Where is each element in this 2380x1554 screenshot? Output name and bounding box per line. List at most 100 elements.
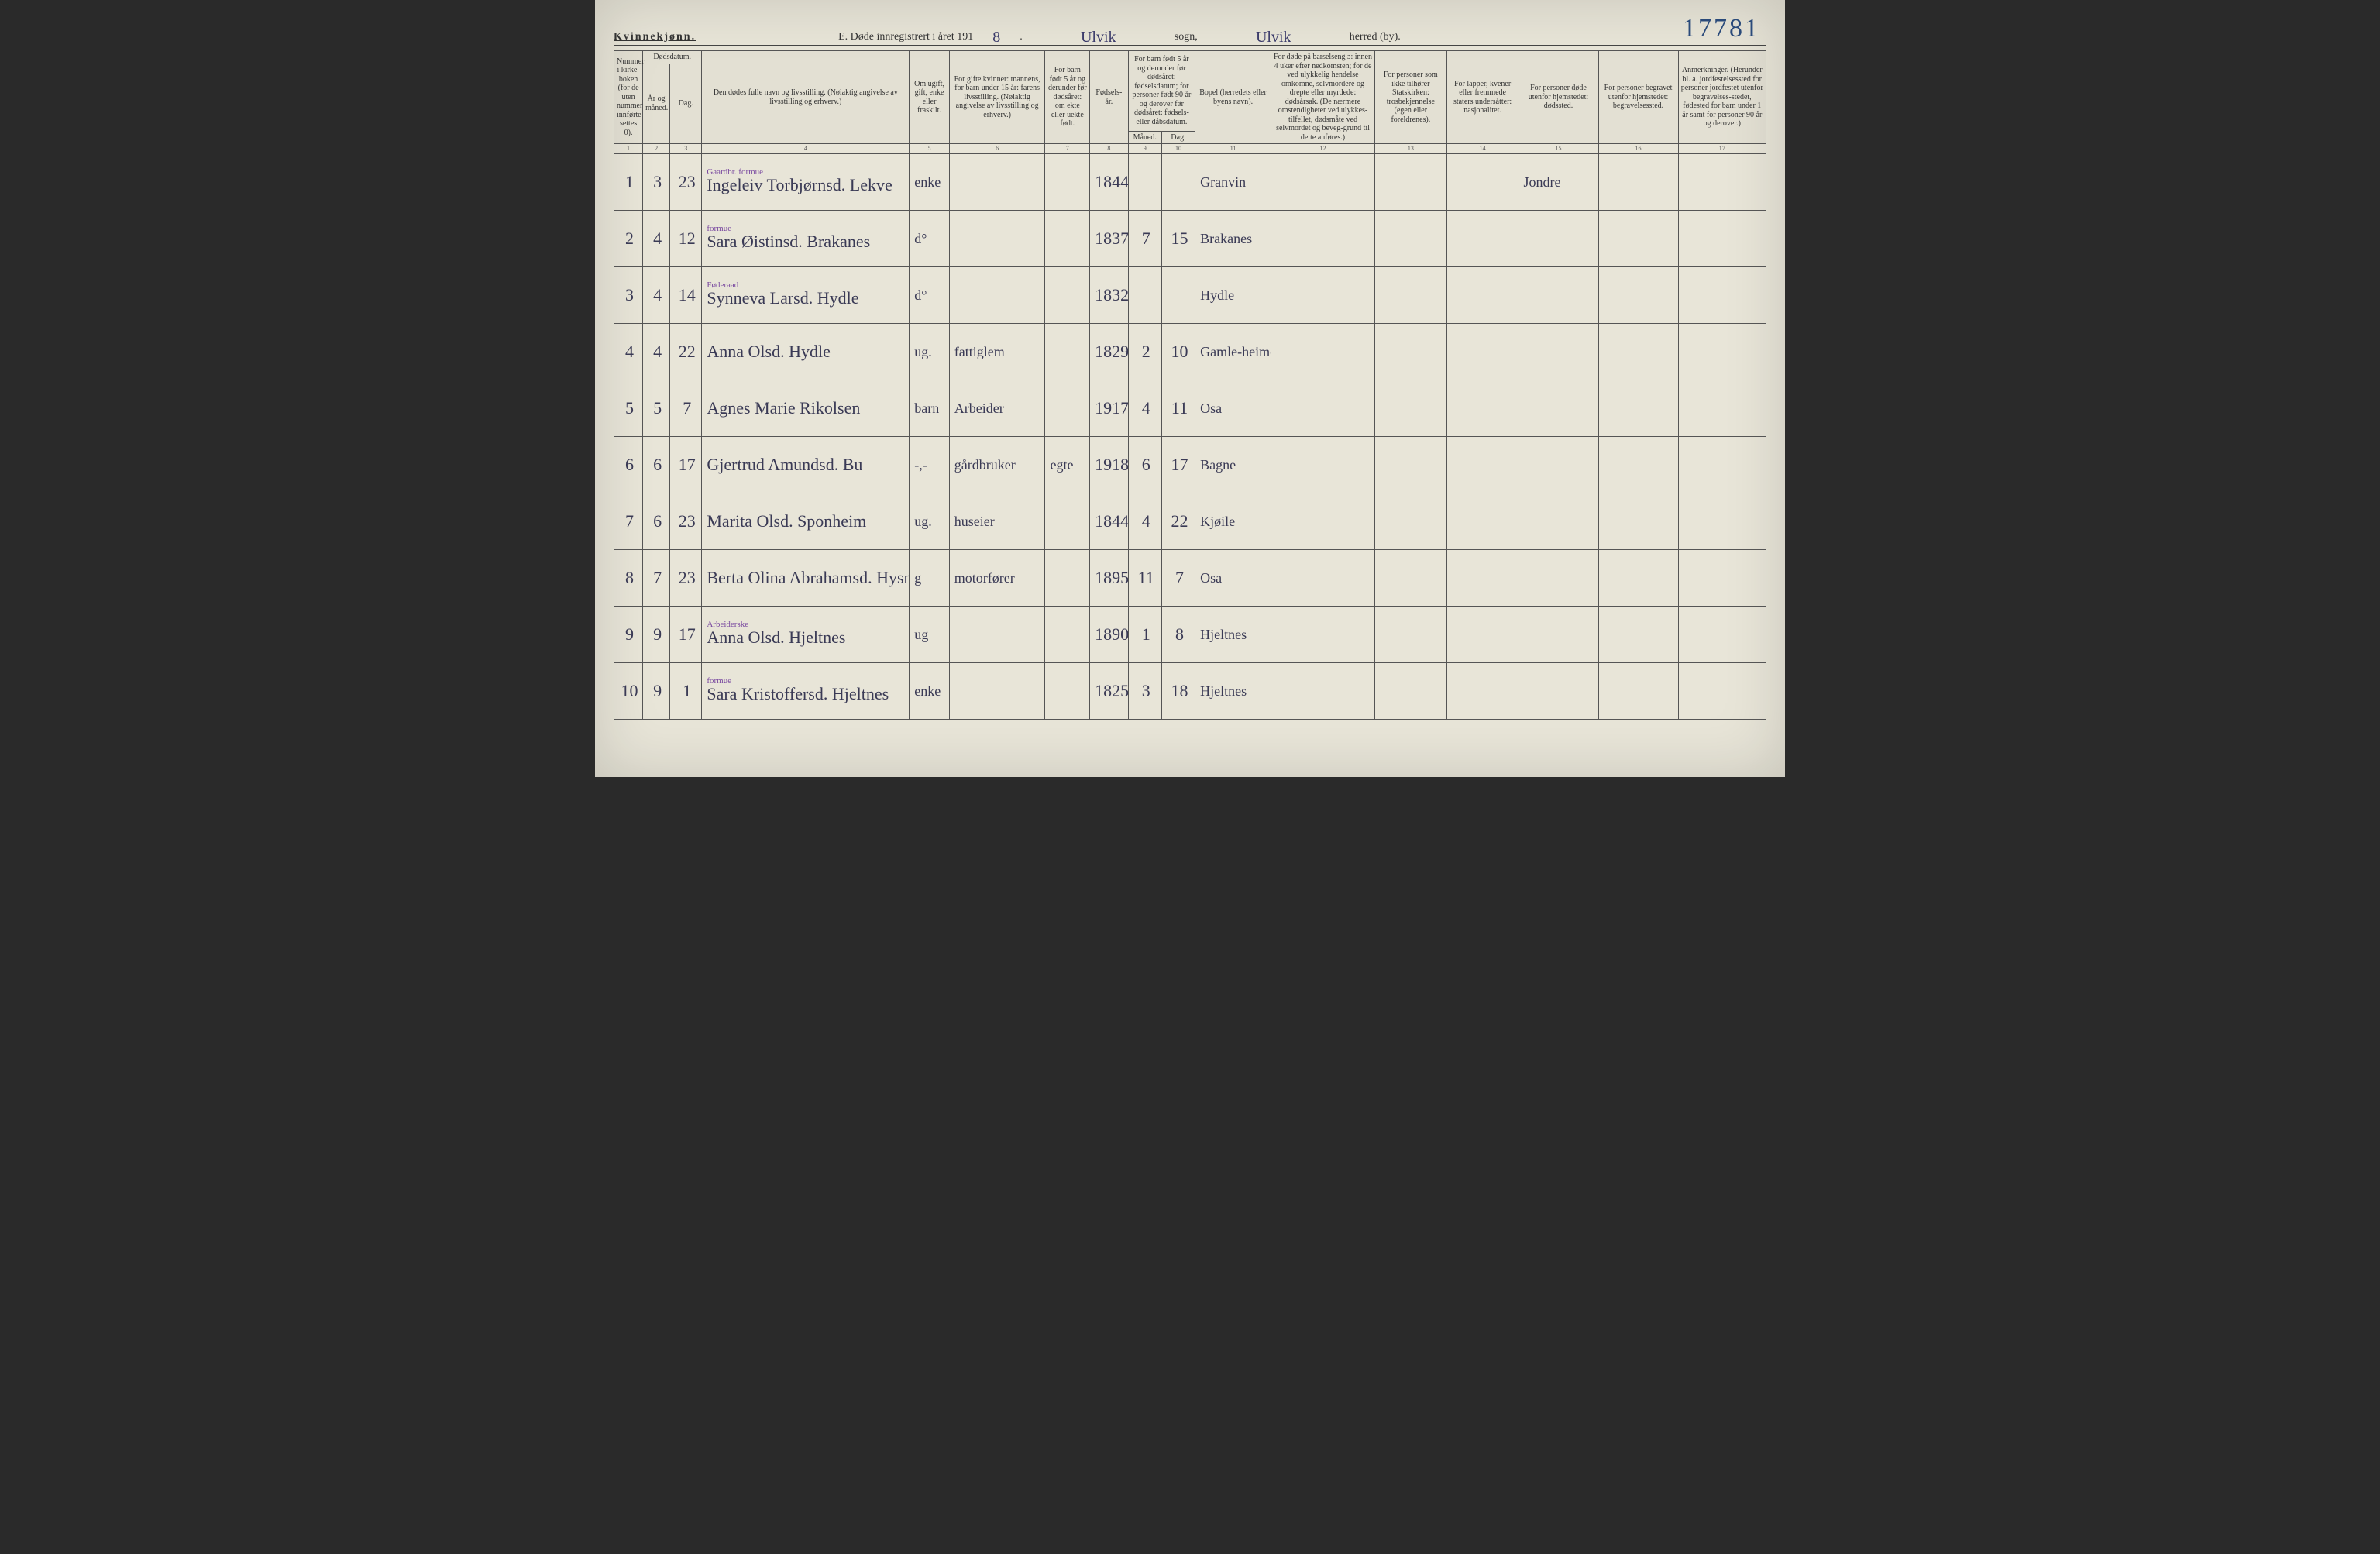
person-name: Berta Olina Abrahamsd. Hysnes: [707, 568, 909, 587]
col-5: Om ugift, gift, enke eller fraskilt.: [910, 51, 950, 144]
cell-cause: [1271, 211, 1375, 267]
cell-month: 7: [643, 550, 670, 607]
col-3: Dag.: [670, 64, 702, 144]
cell-deathplace: [1518, 493, 1598, 550]
cell-burialplace: [1598, 324, 1678, 380]
cell-birthyear: 1825: [1090, 663, 1128, 720]
cell-nationality: [1446, 324, 1518, 380]
cell-residence: Hjeltnes: [1195, 607, 1271, 663]
cell-name: Anna Olsd. Hydle: [702, 324, 910, 380]
cell-remarks: [1678, 663, 1766, 720]
cell-birthday: [1161, 267, 1195, 324]
col-1: Nummer i kirke-boken (for de uten nummer…: [614, 51, 643, 144]
cell-residence: Gamle-heimen: [1195, 324, 1271, 380]
cell-confession: [1374, 663, 1446, 720]
cell-occupation: motorfører: [949, 550, 1045, 607]
cell-number: 8: [614, 550, 643, 607]
cell-occupation: fattiglem: [949, 324, 1045, 380]
cell-birthyear: 1837: [1090, 211, 1128, 267]
cell-deathplace: Jondre: [1518, 154, 1598, 211]
cell-occupation: [949, 267, 1045, 324]
cell-day: 1: [670, 663, 702, 720]
cell-deathplace: [1518, 380, 1598, 437]
col-10: Dag.: [1161, 131, 1195, 144]
cell-name: formueSara Kristoffersd. Hjeltnes: [702, 663, 910, 720]
cell-deathplace: [1518, 607, 1598, 663]
cell-legitimacy: egte: [1045, 437, 1090, 493]
cell-status: ug.: [910, 493, 950, 550]
cell-confession: [1374, 380, 1446, 437]
table-row: 8723Berta Olina Abrahamsd. Hysnesgmotorf…: [614, 550, 1766, 607]
cell-confession: [1374, 607, 1446, 663]
cell-birthmonth: 1: [1128, 607, 1161, 663]
cell-month: 5: [643, 380, 670, 437]
col-7: For barn født 5 år og derunder før dødså…: [1045, 51, 1090, 144]
cell-remarks: [1678, 324, 1766, 380]
cell-confession: [1374, 493, 1446, 550]
cell-birthday: 11: [1161, 380, 1195, 437]
cell-nationality: [1446, 493, 1518, 550]
cell-legitimacy: [1045, 550, 1090, 607]
ledger-table: Nummer i kirke-boken (for de uten nummer…: [614, 50, 1766, 720]
person-name: Agnes Marie Rikolsen: [707, 398, 860, 418]
herred-label: herred (by).: [1350, 31, 1401, 43]
cell-legitimacy: [1045, 154, 1090, 211]
cell-remarks: [1678, 154, 1766, 211]
cell-burialplace: [1598, 267, 1678, 324]
sogn-value: Ulvik: [1032, 29, 1165, 43]
cell-day: 7: [670, 380, 702, 437]
cell-residence: Kjøile: [1195, 493, 1271, 550]
cell-residence: Hjeltnes: [1195, 663, 1271, 720]
cell-status: enke: [910, 663, 950, 720]
cell-month: 6: [643, 437, 670, 493]
cell-day: 22: [670, 324, 702, 380]
cell-occupation: [949, 211, 1045, 267]
cell-birthmonth: 3: [1128, 663, 1161, 720]
table-body: 1323Gaardbr. formueIngeleiv Torbjørnsd. …: [614, 154, 1766, 720]
cell-remarks: [1678, 550, 1766, 607]
table-row: 557Agnes Marie RikolsenbarnArbeider19174…: [614, 380, 1766, 437]
col-2: År og måned.: [643, 64, 670, 144]
cell-confession: [1374, 550, 1446, 607]
cell-status: g: [910, 550, 950, 607]
cell-birthday: 22: [1161, 493, 1195, 550]
cell-name: Berta Olina Abrahamsd. Hysnes: [702, 550, 910, 607]
cell-deathplace: [1518, 211, 1598, 267]
cell-burialplace: [1598, 663, 1678, 720]
person-name: Gjertrud Amundsd. Bu: [707, 455, 862, 474]
cell-legitimacy: [1045, 324, 1090, 380]
cell-residence: Brakanes: [1195, 211, 1271, 267]
cell-deathplace: [1518, 437, 1598, 493]
cell-status: ug.: [910, 324, 950, 380]
cell-nationality: [1446, 267, 1518, 324]
cell-number: 4: [614, 324, 643, 380]
col-13: For personer som ikke tilhører Statskirk…: [1374, 51, 1446, 144]
table-row: 9917ArbeiderskeAnna Olsd. Hjeltnesug1890…: [614, 607, 1766, 663]
cell-number: 1: [614, 154, 643, 211]
sogn-label: sogn,: [1175, 31, 1198, 43]
cell-birthyear: 1844: [1090, 493, 1128, 550]
cell-name: Agnes Marie Rikolsen: [702, 380, 910, 437]
cell-occupation: [949, 154, 1045, 211]
cell-name: Gaardbr. formueIngeleiv Torbjørnsd. Lekv…: [702, 154, 910, 211]
cell-nationality: [1446, 211, 1518, 267]
year-suffix: 8: [982, 29, 1010, 43]
cell-nationality: [1446, 663, 1518, 720]
cell-birthmonth: 2: [1128, 324, 1161, 380]
cell-birthmonth: 4: [1128, 493, 1161, 550]
col-16: For personer begravet utenfor hjemstedet…: [1598, 51, 1678, 144]
cell-confession: [1374, 211, 1446, 267]
cell-day: 17: [670, 607, 702, 663]
cell-name: ArbeiderskeAnna Olsd. Hjeltnes: [702, 607, 910, 663]
cell-burialplace: [1598, 550, 1678, 607]
person-name: Marita Olsd. Sponheim: [707, 511, 866, 531]
cell-residence: Hydle: [1195, 267, 1271, 324]
cell-residence: Bagne: [1195, 437, 1271, 493]
cell-remarks: [1678, 267, 1766, 324]
cell-birthday: [1161, 154, 1195, 211]
cell-birthyear: 1918: [1090, 437, 1128, 493]
cell-name: Marita Olsd. Sponheim: [702, 493, 910, 550]
cell-day: 14: [670, 267, 702, 324]
cell-birthyear: 1829: [1090, 324, 1128, 380]
cell-legitimacy: [1045, 607, 1090, 663]
